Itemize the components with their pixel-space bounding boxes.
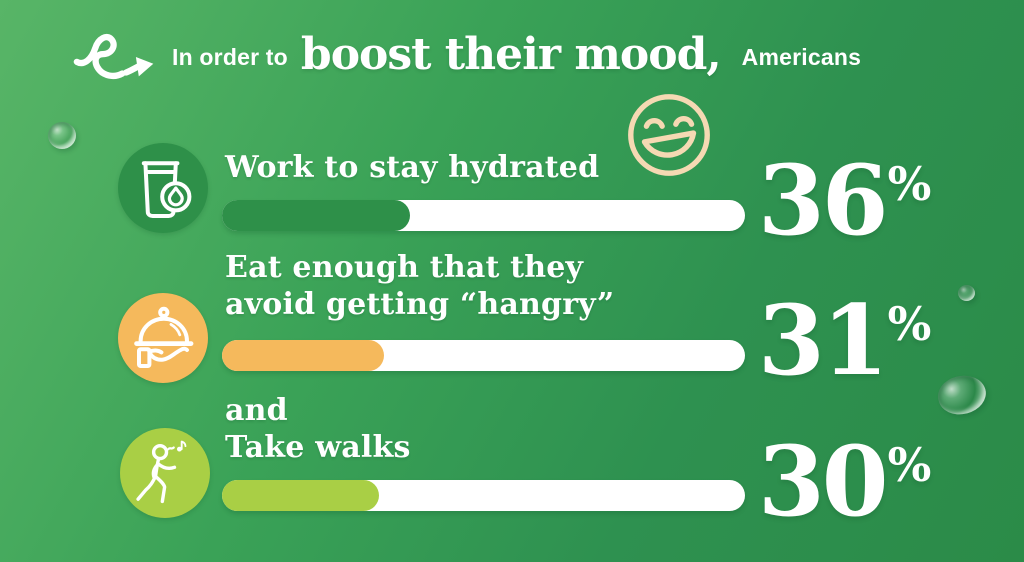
progress-fill [222,340,385,371]
stat-percentage: 36% [758,144,932,257]
header: In order to boost their mood, Americans [72,26,861,88]
laughing-smiley-icon [620,86,718,184]
water-droplet [48,122,76,149]
stat-label-line1: and [225,393,288,428]
water-droplet [958,285,975,301]
progress-track [222,480,745,511]
percent-sign: % [887,157,932,211]
header-prefix: In order to [172,43,288,70]
stat-label: and Take walks [225,392,411,466]
walking-person-icon [120,428,210,518]
percent-sign: % [887,297,932,351]
percent-sign: % [887,438,932,492]
header-emphasis: boost their mood, [300,28,722,80]
stat-percentage: 30% [758,425,932,538]
water-glass-icon [118,143,208,233]
header-suffix: Americans [741,43,862,70]
stat-label: Work to stay hydrated [225,150,600,185]
stat-label-line1: Eat enough that they [225,250,584,285]
progress-track [222,200,745,231]
progress-track [222,340,745,371]
progress-fill [222,200,411,231]
water-droplet [934,370,990,420]
hangry-emphasis: “hangry” [459,287,615,322]
stat-label-line2: Take walks [225,430,411,465]
stat-label: Eat enough that they avoid getting “hang… [225,249,614,323]
progress-fill [222,480,379,511]
stat-label-line2: avoid getting “hangry” [225,287,615,322]
stat-percentage: 31% [758,284,932,397]
squiggle-arrow-icon [72,27,164,87]
food-tray-icon [118,293,208,383]
